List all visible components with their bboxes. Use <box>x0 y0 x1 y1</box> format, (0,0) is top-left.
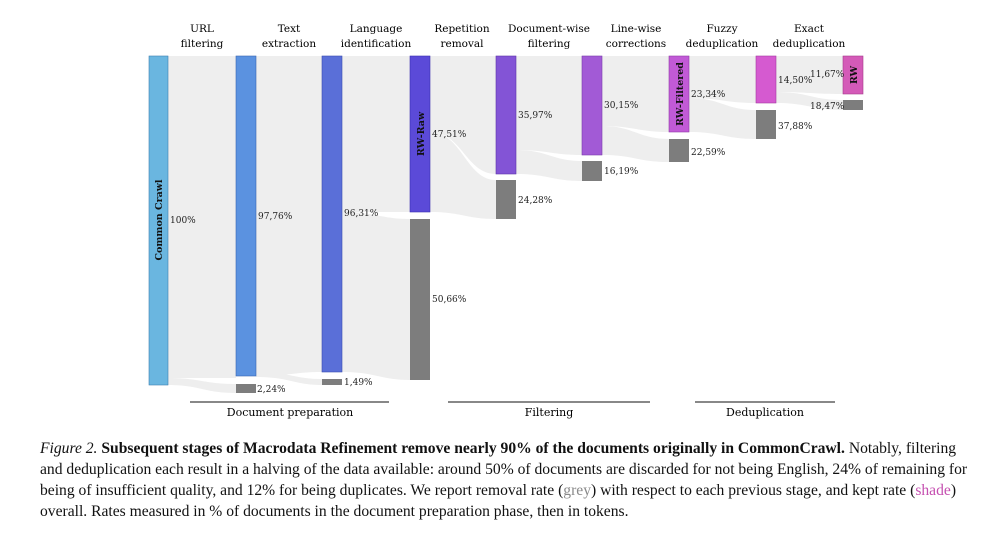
label-rep-kept: 35,97% <box>518 111 553 121</box>
flow-doc-to-line-removed <box>602 126 669 162</box>
label-rep-removed: 24,28% <box>518 196 553 206</box>
group-label-deduplication: Deduplication <box>726 406 804 419</box>
node-url-kept <box>235 55 257 377</box>
flow-url-to-text-removed <box>256 372 322 385</box>
group-label-document-preparation: Document preparation <box>227 406 354 419</box>
flow-rep-to-doc-kept <box>516 56 582 155</box>
label-line-removed: 22,59% <box>691 148 726 158</box>
label-exact-kept: 11,67% <box>810 70 845 80</box>
caption-title: Subsequent stages of Macrodata Refinemen… <box>101 440 845 457</box>
stage-header-doc: Document-wise filtering <box>508 23 590 50</box>
label-fuzzy-kept: 14,50% <box>778 76 813 86</box>
label-url-kept: 97,76% <box>258 212 293 222</box>
label-doc-removed: 16,19% <box>604 167 639 177</box>
flow-doc-to-line-kept <box>602 56 669 132</box>
node-lang-kept <box>409 55 431 213</box>
group-label-filtering: Filtering <box>525 406 574 419</box>
node-name-rw-raw: RW-Raw <box>416 111 427 156</box>
node-commoncrawl <box>148 55 169 386</box>
label-text-removed: 1,49% <box>344 378 373 388</box>
node-doc-kept <box>581 55 603 156</box>
flow-text-to-lang-kept <box>342 56 410 212</box>
node-rep-kept <box>495 55 517 175</box>
caption-shade-word: shade <box>915 482 951 499</box>
figure-caption: Figure 2. Subsequent stages of Macrodata… <box>40 438 970 522</box>
node-fuzzy-removed <box>756 110 776 139</box>
label-line-kept: 23,34% <box>691 90 726 100</box>
flow-url-to-text-kept <box>256 56 322 376</box>
flows <box>168 56 843 393</box>
node-fuzzy-kept <box>755 55 777 104</box>
stage-header-lang: Language identification <box>341 23 412 50</box>
stage-header-fuzzy: Fuzzy deduplication <box>686 23 759 50</box>
stage-header-exact: Exact deduplication <box>773 23 846 50</box>
node-line-removed <box>669 139 689 162</box>
stage-headers: URL filtering Text extraction Language iden… <box>181 23 846 50</box>
flow-cc-to-url-removed <box>168 378 236 393</box>
caption-figure-label: Figure 2. <box>40 440 98 457</box>
sankey-diagram: Common Crawl RW-Raw RW-Filtered RW 100% … <box>148 23 864 419</box>
label-fuzzy-removed: 37,88% <box>778 122 813 132</box>
value-labels: 100% 97,76% 2,24% 96,31% 1,49% 47,51% 50… <box>170 70 845 395</box>
nodes <box>148 55 864 393</box>
stage-header-rep: Repetition removal <box>434 23 490 50</box>
node-line-kept <box>668 55 690 133</box>
label-url-removed: 2,24% <box>257 385 286 395</box>
caption-text-1: Notably, filtering and deduplication eac… <box>40 440 968 499</box>
node-name-rw: RW <box>849 65 860 84</box>
flow-text-to-lang-removed <box>342 212 410 380</box>
node-exact-kept <box>842 55 864 95</box>
label-lang-removed: 50,66% <box>432 295 467 305</box>
flow-line-to-fuzzy-kept <box>689 56 756 103</box>
group-brackets: Document preparation Filtering Deduplica… <box>190 401 835 419</box>
node-doc-removed <box>582 161 602 181</box>
flow-line-to-fuzzy-removed <box>689 98 756 139</box>
label-text-kept: 96,31% <box>344 209 379 219</box>
label-exact-removed: 18,47% <box>810 102 845 112</box>
flow-fuzzy-to-exact-kept <box>776 56 843 94</box>
caption-text-2: ) with respect to each previous stage, a… <box>591 482 916 499</box>
stage-header-url: URL filtering <box>181 23 224 50</box>
label-lang-kept: 47,51% <box>432 130 467 140</box>
node-url-removed <box>236 384 256 393</box>
stage-header-line: Line-wise corrections <box>606 23 666 50</box>
node-lang-removed <box>410 219 430 380</box>
label-doc-kept: 30,15% <box>604 101 639 111</box>
caption-text-3: ) overall. Rates measured in % of docume… <box>40 482 957 520</box>
flow-cc-to-url-kept <box>168 56 236 378</box>
caption-grey-word: grey <box>563 482 591 499</box>
flow-lang-to-rep-kept <box>430 56 496 174</box>
node-text-removed <box>322 379 342 385</box>
flow-lang-to-rep-removed <box>430 132 496 219</box>
node-rep-removed <box>496 180 516 219</box>
label-commoncrawl-kept: 100% <box>170 216 196 226</box>
node-text-kept <box>321 55 343 373</box>
stage-header-text: Text extraction <box>262 23 316 50</box>
flow-fuzzy-to-exact-removed <box>776 92 843 110</box>
node-exact-removed <box>843 100 863 110</box>
node-name-commoncrawl: Common Crawl <box>154 179 165 260</box>
flow-rep-to-doc-removed <box>516 150 582 181</box>
node-name-rw-filtered: RW-Filtered <box>675 62 686 126</box>
